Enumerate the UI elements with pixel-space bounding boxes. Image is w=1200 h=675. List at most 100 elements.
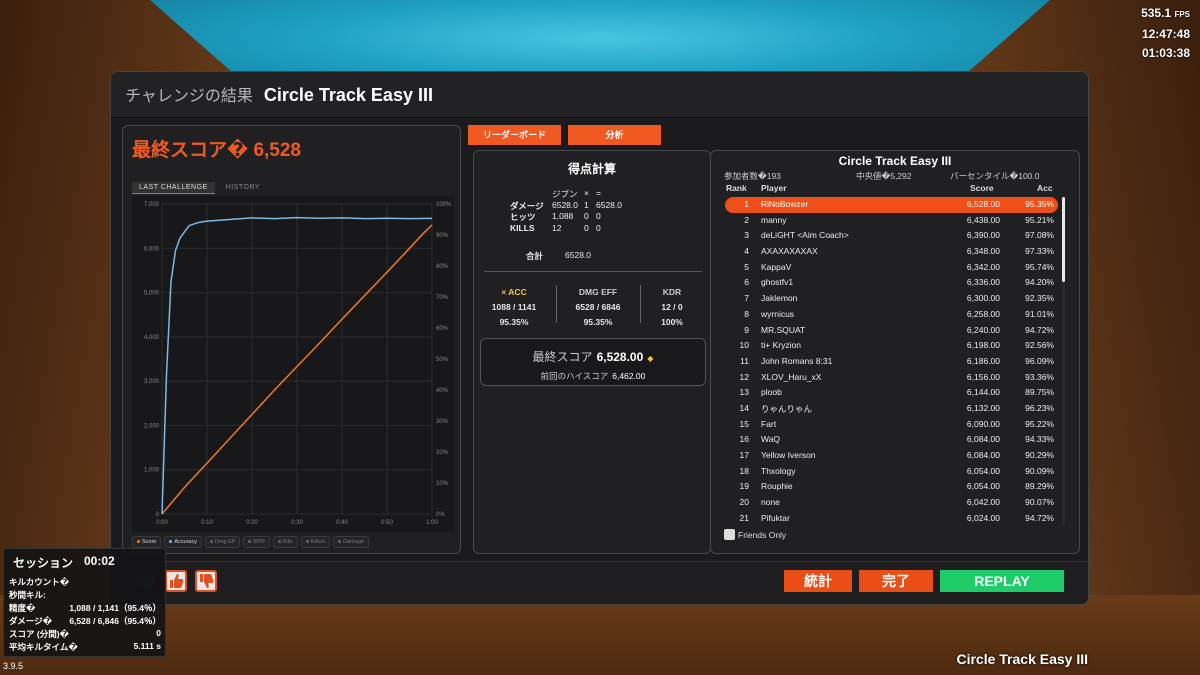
legend-item[interactable]: Kills/s	[300, 536, 331, 548]
leaderboard-row[interactable]: 10 ti+ Kryzion 6,198.00 92.56%	[725, 338, 1058, 354]
tab-leaderboard[interactable]: リーダーボード	[468, 125, 561, 145]
session-label: スコア (分間)�	[9, 629, 69, 639]
acc-cell: 97.33%	[1025, 246, 1054, 257]
previous-high-label: 前回のハイスコア	[540, 371, 609, 381]
leaderboard-row[interactable]: 13 ploob 6,144.00 89.75%	[725, 385, 1058, 401]
calc-row-hits: ヒッツ 1,088 0 0	[510, 211, 646, 223]
score-cell: 6,528.00	[966, 199, 1000, 209]
player-cell: Pifuktar	[761, 512, 790, 523]
player-cell: deLiGHT <Aim Coach>	[761, 230, 849, 241]
player-cell: manny	[761, 214, 787, 225]
leaderboard-list[interactable]: 1 RiNoBowzer 6,528.00 95.35% 2 manny 6,438.00 9…	[725, 197, 1058, 525]
leaderboard-row[interactable]: 15 Fart 6,090.00 95.22%	[725, 417, 1058, 433]
score-cell: 6,390.00	[966, 230, 1000, 241]
leaderboard-row[interactable]: 21 Pifuktar 6,024.00 94.72%	[725, 511, 1058, 525]
legend-dot	[169, 540, 173, 544]
leaderboard-row[interactable]: 3 deLiGHT <Aim Coach> 6,390.00 97.08%	[725, 228, 1058, 244]
rank-cell: 19	[739, 481, 749, 492]
stat-dmg-eff-head: DMG EFF	[578, 287, 618, 297]
legend-item[interactable]: SPM	[242, 536, 270, 548]
leaderboard-row[interactable]: 16 WaQ 6,084.00 94.33%	[725, 432, 1058, 448]
divider	[640, 285, 641, 323]
rank-cell: 2	[744, 214, 749, 225]
friends-only-toggle[interactable]: Friends Only	[724, 529, 786, 540]
x-tick-label: 0:00	[156, 520, 168, 526]
calc-header-row: ジブン × =	[510, 188, 646, 200]
calc-row-kills: KILLS 12 0 0	[510, 223, 646, 235]
rank-cell: 17	[739, 450, 749, 460]
calc-header-cell: ジブン	[552, 189, 578, 199]
player-cell: ti+ Kryzion	[761, 340, 801, 351]
done-button[interactable]: 完了	[859, 570, 933, 592]
scrollbar-track[interactable]	[1062, 197, 1065, 525]
thumbs-down-button[interactable]	[195, 570, 217, 592]
player-cell: ploob	[761, 387, 782, 398]
leaderboard-row[interactable]: 8 wyrnicus 6,258.00 91.01%	[725, 307, 1058, 323]
score-cell: 6,084.00	[966, 434, 1000, 445]
session-time: 00:02	[84, 554, 115, 568]
tab-analysis[interactable]: 分析	[568, 125, 661, 145]
title-jp: チャレンジの結果	[125, 88, 253, 105]
calc-header-cell	[510, 188, 552, 200]
calc-table: ジブン × = ダメージ 6528.0 1 6528.0 ヒッツ 1,088 0…	[510, 188, 646, 234]
series-accuracy-line	[161, 216, 433, 515]
player-cell: KappaV	[761, 261, 792, 272]
leaderboard-row[interactable]: 9 MR.SQUAT 6,240.00 94.72%	[725, 323, 1058, 339]
legend-item[interactable]: Kills	[272, 536, 298, 548]
y-tick-label: 2,000	[144, 423, 160, 429]
final-score-line: 最終スコア 6,528.00 ◆	[481, 348, 705, 365]
legend-item[interactable]: Damage	[333, 536, 369, 548]
leaderboard-row[interactable]: 6 ghostfv1 6,336.00 94.20%	[725, 275, 1058, 291]
leaderboard-row[interactable]: 12 XLOV_Haru_xX 6,156.00 93.36%	[725, 370, 1058, 386]
player-cell: AXAXAXAXAX	[761, 246, 818, 257]
stats-button[interactable]: 統計	[784, 570, 852, 592]
leaderboard-row[interactable]: 7 Jaklemon 6,300.00 92.35%	[725, 291, 1058, 307]
leaderboard-header: Rank Player Score Acc	[724, 183, 1059, 195]
y2-tick-label: 70%	[436, 295, 449, 301]
thumbs-up-button[interactable]	[165, 570, 187, 592]
acc-cell: 92.56%	[1025, 340, 1054, 351]
y2-tick-label: 30%	[436, 419, 449, 425]
calc-header-cell: ×	[584, 188, 589, 198]
leaderboard-row-self[interactable]: 1 RiNoBowzer 6,528.00 95.35%	[725, 197, 1058, 213]
stat-kdr: KDR 12 / 0 100%	[634, 285, 710, 330]
scrollbar-thumb[interactable]	[1062, 197, 1065, 282]
player-cell: XLOV_Haru_xX	[761, 371, 822, 382]
y2-tick-label: 50%	[436, 357, 449, 363]
acc-cell: 89.29%	[1025, 481, 1054, 492]
calc-cell: 0	[596, 211, 601, 221]
legend-item[interactable]: Accuracy	[164, 536, 202, 548]
leaderboard-row[interactable]: 17 Yellow Iverson 6,084.00 90.29%	[725, 448, 1058, 464]
leaderboard-row[interactable]: 11 John Romans 8:31 6,186.00 96.09%	[725, 354, 1058, 370]
legend-item[interactable]: Score	[132, 536, 162, 548]
legend-dot	[137, 540, 140, 544]
leaderboard-row[interactable]: 14 りゃんりゃん 6,132.00 96.23%	[725, 401, 1058, 417]
player-cell: Yellow Iverson	[761, 450, 816, 460]
leaderboard-row[interactable]: 19 Rouphie 6,054.00 89.29%	[725, 479, 1058, 495]
replay-button[interactable]: REPLAY	[940, 570, 1064, 592]
leaderboard-row[interactable]: 2 manny 6,438.00 95.21%	[725, 213, 1058, 229]
chart-legend: Score Accuracy Dmg Eff SPM Kills Kills/s Damag…	[132, 536, 369, 548]
score-cell: 6,342.00	[966, 261, 1000, 272]
acc-cell: 93.36%	[1025, 371, 1054, 382]
legend-dot	[210, 540, 213, 544]
participant-count: 参加者数�193	[724, 171, 781, 181]
leaderboard-row[interactable]: 5 KappaV 6,342.00 95.74%	[725, 260, 1058, 276]
leaderboard-row[interactable]: 20 none 6,042.00 90.07%	[725, 495, 1058, 511]
tab-history[interactable]: HISTORY	[225, 184, 261, 191]
rank-cell: 10	[739, 340, 749, 351]
score-cell: 6,042.00	[966, 497, 1000, 508]
percentile: パーセンタイル�100.0	[950, 171, 1040, 181]
score-cell: 6,258.00	[966, 308, 1000, 319]
legend-item[interactable]: Dmg Eff	[205, 536, 240, 548]
rank-cell: 16	[739, 434, 749, 445]
chart-area: 0 1,000 2,000 3,000 4,000 5,000 6,000 7,000 0% 10…	[132, 196, 454, 532]
final-score-box-label: 最終スコア	[532, 350, 593, 364]
leaderboard-row[interactable]: 4 AXAXAXAXAX 6,348.00 97.33%	[725, 244, 1058, 260]
tab-last-challenge[interactable]: LAST CHALLENGE	[132, 182, 215, 194]
session-value: 0	[156, 628, 161, 638]
fps-value: 535.1	[1141, 6, 1172, 20]
leaderboard-row[interactable]: 18 Thxology 6,054.00 90.09%	[725, 464, 1058, 480]
median-score: 中央値�5,292	[856, 171, 912, 181]
friends-only-checkbox[interactable]	[724, 529, 735, 540]
